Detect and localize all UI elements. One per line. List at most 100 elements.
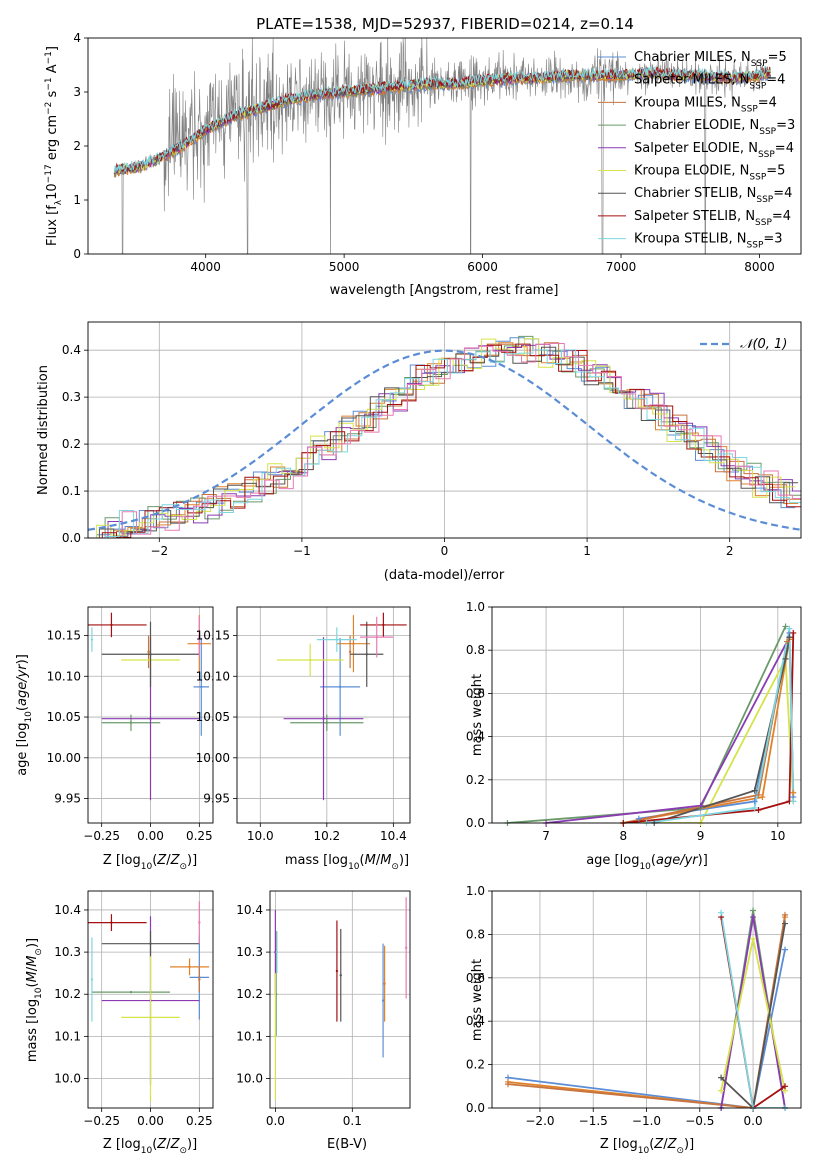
point-sSTELIB xyxy=(335,969,339,973)
weight-marker-kSTELIB xyxy=(751,804,758,811)
y-tick-label: 0.1 xyxy=(62,484,81,498)
x-tick-label: 0.00 xyxy=(137,1114,164,1128)
x-tick-label: 5000 xyxy=(329,260,360,274)
x-axis-label: (data-model)/error xyxy=(384,568,505,583)
y-tick-label: 0.0 xyxy=(466,816,485,830)
x-tick-label: 8000 xyxy=(744,260,775,274)
legend-label-gauss: 𝒩(0, 1) xyxy=(740,337,787,352)
axes-frame xyxy=(87,37,802,255)
y-tick-label: 0.6 xyxy=(466,971,485,985)
y-tick-label: 1.0 xyxy=(466,884,485,898)
y-tick-label: 0.2 xyxy=(466,773,485,787)
x-axis-label: Z [log10(Z/Z⊙)] xyxy=(103,853,197,872)
plot-area xyxy=(88,335,801,538)
x-tick-label: 4000 xyxy=(190,260,221,274)
legend-label-sSTELIB: Salpeter STELIB, NSSP=4 xyxy=(634,209,791,228)
y-tick-label: 0.0 xyxy=(62,531,81,545)
point-pink xyxy=(198,635,201,639)
point-cELODIE xyxy=(129,721,133,724)
legend: Chabrier MILES, NSSP=5 Salpeter MILES, NS… xyxy=(598,50,795,251)
x-tick-label: −2.0 xyxy=(525,1114,554,1128)
y-tick-label: 10.0 xyxy=(236,1072,263,1086)
plot-area xyxy=(88,612,212,801)
weight-marker-kELODIE xyxy=(750,935,757,942)
x-tick-label: 0.25 xyxy=(186,829,213,843)
y-axis-label: Flux [fλ10−17 erg cm−2 s−1 A−1] xyxy=(44,46,64,246)
hist-sMILES xyxy=(88,342,799,538)
weight-line-sELODIE xyxy=(545,636,791,823)
y-tick-label: 0 xyxy=(73,247,81,261)
point-cELODIE xyxy=(129,990,133,994)
hist-pink xyxy=(93,343,801,538)
weight-vs-age-axes: 7 8 9 10 0.0 0.2 0.4 0.6 0.8 1.0 age [log10(age/yr… xyxy=(466,600,802,872)
y-axis-label: mass weight xyxy=(470,674,485,756)
point-sELODIE xyxy=(322,717,325,720)
weight-marker-sMILES xyxy=(790,789,797,796)
x-axis-label: wavelength [Angstrom, rest frame] xyxy=(330,283,559,298)
x-tick-label: −1.0 xyxy=(632,1114,661,1128)
legend-label-kMILES: Kroupa MILES, NSSP=4 xyxy=(634,95,777,114)
point-sSTELIB xyxy=(382,623,385,627)
point-sELODIE xyxy=(149,717,152,720)
x-tick-label: 7000 xyxy=(606,260,637,274)
point-pink xyxy=(404,946,408,950)
y-tick-label: 10.10 xyxy=(47,669,81,683)
weight-marker-kSTELIB xyxy=(718,909,725,916)
point-kMILES xyxy=(147,650,150,654)
axes-frame xyxy=(491,890,802,1109)
y-tick-label: 1 xyxy=(73,193,81,207)
y-tick-label: 10.4 xyxy=(54,903,81,917)
weight-line-kMILES xyxy=(507,914,786,1108)
y-tick-label: 10.2 xyxy=(54,987,81,1001)
hist-cELODIE xyxy=(90,335,801,538)
x-tick-label: 0.25 xyxy=(186,1114,213,1128)
y-tick-label: 10.00 xyxy=(47,751,81,765)
point-sMILES xyxy=(383,982,386,985)
x-tick-label: 10 xyxy=(770,829,785,843)
weight-line-cMILES xyxy=(507,949,786,1108)
point-kMILES xyxy=(348,650,352,654)
x-tick-label: 7 xyxy=(542,829,550,843)
x-axis-label: age [log10(age/yr)] xyxy=(586,853,708,872)
weight-marker-kMILES xyxy=(782,911,789,918)
point-kELODIE xyxy=(308,658,312,662)
x-tick-label: 10.0 xyxy=(247,829,274,843)
y-tick-label: 10.15 xyxy=(47,629,81,643)
weight-marker-cELODIE xyxy=(750,907,757,914)
point-kELODIE xyxy=(149,1016,152,1019)
weight-vs-Z-axes: −2.0 −1.5 −1.0 −0.5 0.0 0.0 0.2 0.4 0.6 0.8 1.0 Z [… xyxy=(466,884,802,1156)
weight-marker-cSTELIB xyxy=(786,634,793,641)
weight-line-kSTELIB xyxy=(646,628,795,823)
point-kSTELIB xyxy=(335,638,339,641)
plot-area xyxy=(276,612,407,801)
x-tick-label: −0.25 xyxy=(83,829,120,843)
y-tick-label: 10.3 xyxy=(54,945,81,959)
x-tick-label: 8 xyxy=(620,829,628,843)
weight-line-sSTELIB xyxy=(623,632,795,823)
legend-label-cELODIE: Chabrier ELODIE, NSSP=3 xyxy=(634,118,795,137)
legend-label-cMILES: Chabrier MILES, NSSP=5 xyxy=(634,50,787,69)
legend-label-sMILES: Salpeter MILES, NSSP=4 xyxy=(634,73,785,92)
y-tick-label: 0.8 xyxy=(466,927,485,941)
x-tick-label: 1 xyxy=(583,544,591,558)
mass-vs-ebv-axes: 0.0 0.1 10.0 10.1 10.2 10.3 10.4 E(B-V) xyxy=(236,890,411,1152)
plot-area xyxy=(88,901,210,1102)
legend-label-cSTELIB: Chabrier STELIB, NSSP=4 xyxy=(634,186,792,205)
point-pink xyxy=(375,635,378,639)
x-axis-label: mass [log10(M/M⊙)] xyxy=(285,853,409,872)
y-tick-label: 1.0 xyxy=(466,600,485,614)
x-tick-label: 0.00 xyxy=(137,829,164,843)
y-axis-label: age [log10(age/yr)] xyxy=(15,654,34,776)
point-cELODIE xyxy=(325,721,329,724)
weight-marker-cSTELIB xyxy=(782,655,789,662)
y-tick-label: 0.4 xyxy=(466,730,485,744)
y-tick-label: 3 xyxy=(73,85,81,99)
y-tick-label: 10.15 xyxy=(196,629,230,643)
weight-marker-sELODIE xyxy=(697,802,704,809)
x-axis-label: Z [log10(Z/Z⊙)] xyxy=(103,1137,197,1156)
plot-area xyxy=(507,626,795,823)
weight-marker-sSTELIB xyxy=(790,629,797,636)
weight-line-kELODIE xyxy=(623,655,795,823)
y-tick-label: 10.05 xyxy=(196,710,230,724)
y-tick-label: 0.2 xyxy=(62,437,81,451)
